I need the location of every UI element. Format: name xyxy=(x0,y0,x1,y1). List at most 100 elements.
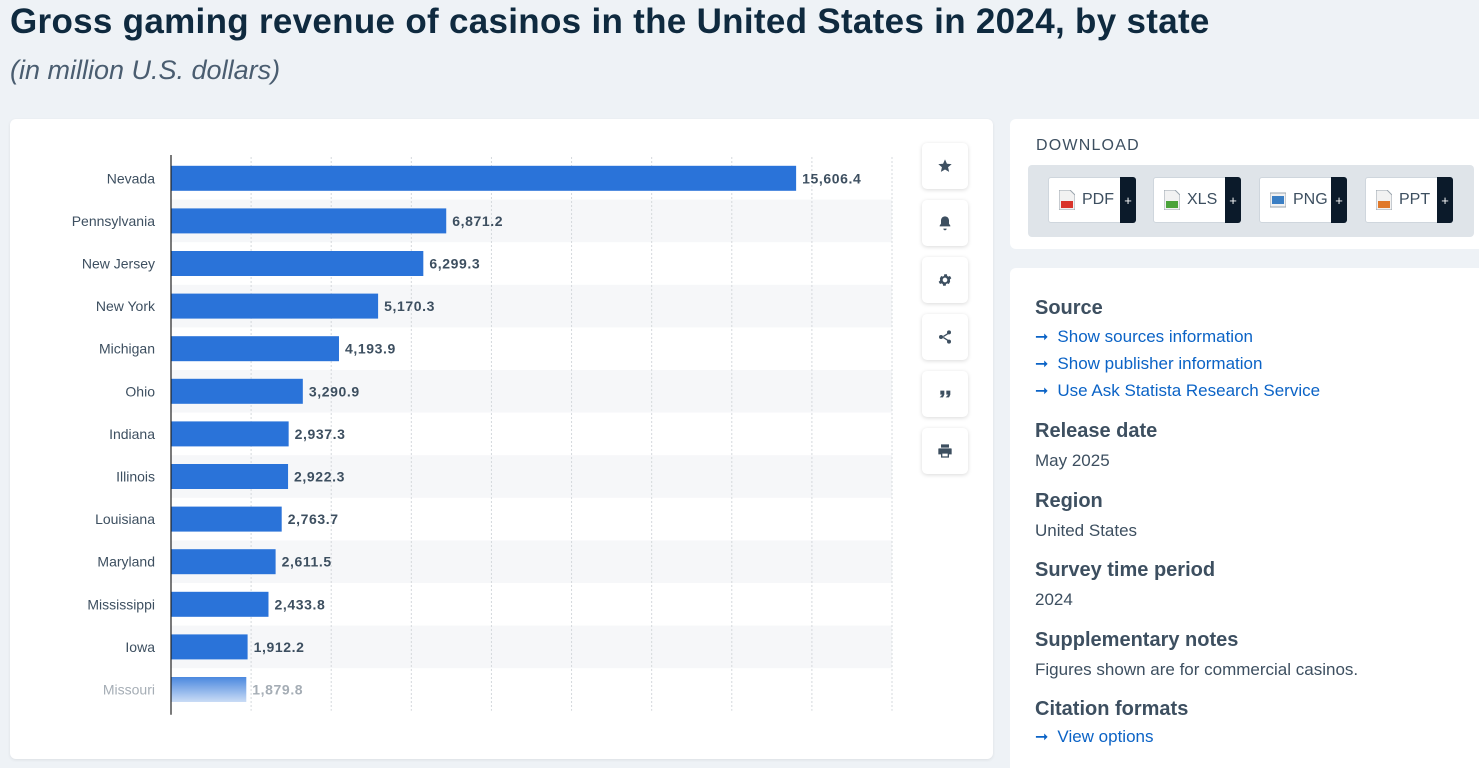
settings-button[interactable] xyxy=(922,257,968,303)
notification-button[interactable] xyxy=(922,200,968,246)
plus-icon: + xyxy=(1331,177,1347,223)
bar-mississippi[interactable] xyxy=(171,591,269,617)
download-xls-label: XLS xyxy=(1187,191,1218,208)
citation-formats-heading: Citation formats xyxy=(1035,698,1189,720)
plus-icon: + xyxy=(1437,177,1453,223)
value-label: 1,912.2 xyxy=(254,639,305,655)
download-png-label: PNG xyxy=(1293,191,1328,208)
value-label: 6,871.2 xyxy=(452,213,503,229)
arrow-right-icon: ➞ xyxy=(1035,356,1049,373)
arrow-right-icon: ➞ xyxy=(1035,329,1049,346)
chart-card: Nevada Pennsylvania New Jersey New York Mich… xyxy=(10,119,993,759)
png-file-icon xyxy=(1270,192,1286,208)
bar-indiana[interactable] xyxy=(171,421,289,447)
release-date-heading: Release date xyxy=(1035,420,1158,442)
download-panel: DOWNLOAD PDF + XLS + PNG + PPT + xyxy=(1010,119,1479,249)
value-label: 3,290.9 xyxy=(309,383,360,399)
page-subtitle: (in million U.S. dollars) xyxy=(10,55,281,85)
show-sources-link[interactable]: ➞ Show sources information xyxy=(1035,327,1253,347)
printer-icon xyxy=(938,444,952,458)
share-icon xyxy=(939,330,951,344)
release-date-value: May 2025 xyxy=(1035,451,1110,470)
download-png-button[interactable]: PNG + xyxy=(1259,177,1347,223)
bar-iowa[interactable] xyxy=(171,634,248,660)
value-label: 2,611.5 xyxy=(282,554,332,570)
show-sources-label: Show sources information xyxy=(1057,327,1253,346)
bar-pennsylvania[interactable] xyxy=(171,208,447,234)
value-label: 2,433.8 xyxy=(274,596,325,612)
download-bar: PDF + XLS + PNG + PPT + xyxy=(1028,165,1474,237)
view-options-link[interactable]: ➞ View options xyxy=(1035,727,1154,747)
gear-icon xyxy=(938,274,952,286)
favorite-button[interactable] xyxy=(922,143,968,189)
bar-maryland[interactable] xyxy=(171,549,276,575)
arrow-right-icon: ➞ xyxy=(1035,729,1049,746)
download-title: DOWNLOAD xyxy=(1036,137,1140,154)
bar-louisiana[interactable] xyxy=(171,506,282,532)
bar-ohio[interactable] xyxy=(171,378,303,404)
download-pdf-button[interactable]: PDF + xyxy=(1048,177,1136,223)
statistic-details-panel: Source ➞ Show sources information ➞ Show p… xyxy=(1010,268,1479,768)
download-ppt-label: PPT xyxy=(1399,191,1431,208)
view-options-label: View options xyxy=(1057,727,1154,746)
category-label: Nevada xyxy=(107,170,155,186)
bar-michigan[interactable] xyxy=(171,336,339,362)
category-label: Missouri xyxy=(103,682,155,698)
page-title: Gross gaming revenue of casinos in the U… xyxy=(10,2,1210,41)
show-publisher-label: Show publisher information xyxy=(1057,354,1263,373)
print-button[interactable] xyxy=(922,428,968,474)
bar-illinois[interactable] xyxy=(171,464,289,489)
supplementary-notes-heading: Supplementary notes xyxy=(1035,629,1239,651)
value-label: 1,879.8 xyxy=(252,682,303,698)
download-ppt-button[interactable]: PPT + xyxy=(1365,177,1453,223)
category-label: New Jersey xyxy=(82,256,155,272)
bar-nevada[interactable] xyxy=(171,165,797,191)
category-label: Iowa xyxy=(125,639,155,655)
bar-new-york[interactable] xyxy=(171,293,379,319)
source-heading: Source xyxy=(1035,297,1103,319)
value-label: 6,299.3 xyxy=(429,256,480,272)
download-pdf-label: PDF xyxy=(1082,191,1114,208)
category-label: Louisiana xyxy=(95,511,155,527)
bar-missouri[interactable] xyxy=(171,677,247,702)
research-service-link[interactable]: ➞ Use Ask Statista Research Service xyxy=(1035,381,1320,401)
category-label: Maryland xyxy=(97,554,155,570)
xls-file-icon xyxy=(1164,190,1180,210)
bar-new-jersey[interactable] xyxy=(171,251,424,276)
category-label: Mississippi xyxy=(87,596,155,612)
category-label: Illinois xyxy=(116,469,155,485)
pdf-file-icon xyxy=(1059,190,1075,210)
survey-period-value: 2024 xyxy=(1035,590,1073,609)
value-label: 15,606.4 xyxy=(802,170,861,186)
row-stripe xyxy=(171,625,892,669)
value-label: 2,763.7 xyxy=(288,511,339,527)
value-label: 5,170.3 xyxy=(384,298,435,314)
research-service-label: Use Ask Statista Research Service xyxy=(1057,381,1321,400)
share-button[interactable] xyxy=(922,314,968,360)
ppt-file-icon xyxy=(1376,190,1392,210)
category-label: Ohio xyxy=(125,383,155,399)
row-stripe xyxy=(171,455,892,498)
survey-period-heading: Survey time period xyxy=(1035,559,1216,581)
region-heading: Region xyxy=(1035,490,1103,512)
arrow-right-icon: ➞ xyxy=(1035,383,1049,400)
value-label: 2,937.3 xyxy=(295,426,346,442)
quote-icon xyxy=(939,390,951,398)
chart-toolbar xyxy=(922,143,970,485)
cite-button[interactable] xyxy=(922,371,968,417)
plus-icon: + xyxy=(1120,177,1136,223)
supplementary-notes-value: Figures shown are for commercial casinos… xyxy=(1035,660,1359,679)
region-value: United States xyxy=(1035,521,1138,540)
plus-icon: + xyxy=(1225,177,1241,223)
row-stripe xyxy=(171,540,892,583)
star-icon xyxy=(938,159,952,172)
value-label: 4,193.9 xyxy=(345,341,396,357)
category-label: Michigan xyxy=(99,341,155,357)
bar-chart: Nevada Pennsylvania New Jersey New York Mich… xyxy=(72,155,893,715)
category-label: Indiana xyxy=(109,426,155,442)
value-label: 2,922.3 xyxy=(294,469,345,485)
show-publisher-link[interactable]: ➞ Show publisher information xyxy=(1035,354,1262,374)
bell-icon xyxy=(939,216,951,231)
category-label: New York xyxy=(96,298,156,314)
download-xls-button[interactable]: XLS + xyxy=(1153,177,1241,223)
